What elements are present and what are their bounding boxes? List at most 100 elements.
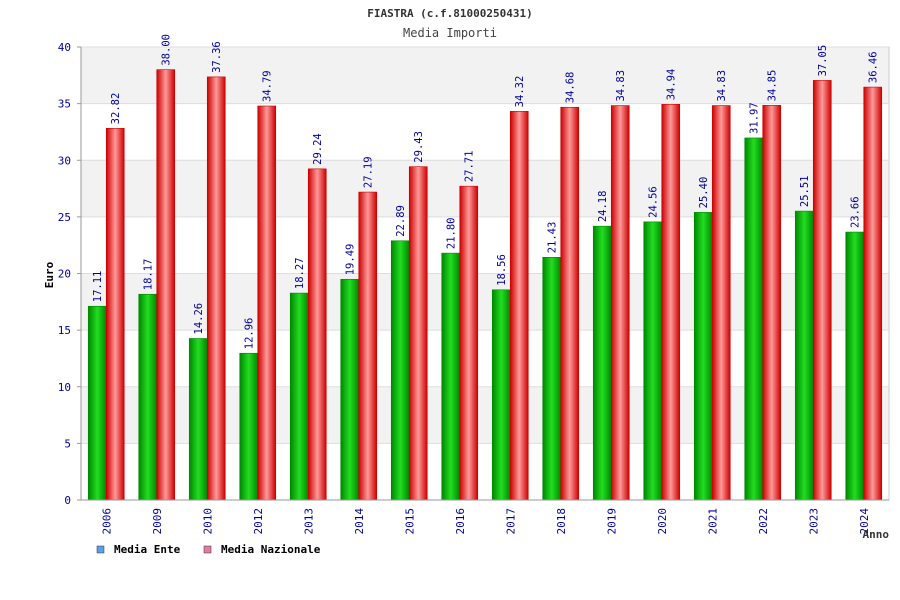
y-tick-label: 5 — [64, 437, 71, 450]
x-axis-label: Anno — [863, 528, 890, 541]
x-tick-label-2009: 2009 — [151, 508, 164, 535]
data-label-media-nazionale-2012: 34.79 — [262, 70, 274, 102]
bar-media-nazionale-2021 — [711, 105, 731, 501]
data-label-media-ente-2017: 18.56 — [496, 254, 508, 286]
bar-media-ente-2012 — [239, 352, 259, 501]
data-label-media-nazionale-2006: 32.82 — [110, 93, 122, 125]
bar-media-ente-2022 — [744, 137, 764, 501]
data-label-media-ente-2010: 14.26 — [193, 303, 205, 335]
bar-media-nazionale-2010 — [206, 76, 226, 501]
bar-media-ente-2010 — [188, 338, 208, 501]
bar-media-ente-2016 — [441, 252, 461, 501]
x-tick-label-2006: 2006 — [100, 508, 113, 535]
chart-title: FIASTRA (c.f.81000250431) — [367, 7, 533, 20]
data-label-media-nazionale-2014: 27.19 — [363, 156, 375, 188]
data-label-media-ente-2019: 24.18 — [597, 191, 609, 223]
x-tick-label-2019: 2019 — [605, 508, 618, 535]
bars-group: 17.11 32.82 18.17 38.00 14.26 37.36 12.96 34.79… — [87, 34, 883, 501]
data-label-media-ente-2022: 31.97 — [749, 102, 761, 134]
data-label-media-nazionale-2024: 36.46 — [868, 51, 880, 83]
x-tick-label-2020: 2020 — [656, 508, 669, 535]
bar-media-ente-2017 — [491, 289, 511, 501]
bar-media-nazionale-2013 — [307, 168, 327, 501]
y-tick-label: 30 — [58, 154, 71, 167]
data-label-media-nazionale-2009: 38.00 — [161, 34, 173, 66]
data-label-media-ente-2012: 12.96 — [244, 318, 256, 350]
data-label-media-ente-2009: 18.17 — [143, 259, 155, 291]
legend-label-media-ente: Media Ente — [114, 543, 181, 556]
data-label-media-nazionale-2013: 29.24 — [312, 133, 324, 165]
bar-media-nazionale-2017 — [509, 111, 529, 501]
y-tick-label: 25 — [58, 211, 71, 224]
data-label-media-nazionale-2022: 34.85 — [767, 70, 779, 102]
x-axis: 2006 2009 2010 2012 2013 2014 2015 2016 2017 2018… — [81, 499, 889, 535]
x-tick-label-2014: 2014 — [353, 508, 366, 535]
y-axis: 0 5 10 15 20 25 30 35 40 — [58, 41, 82, 507]
bar-media-ente-2015 — [390, 240, 410, 501]
data-label-media-ente-2015: 22.89 — [395, 205, 407, 237]
bar-media-nazionale-2016 — [459, 185, 479, 501]
bar-media-ente-2019 — [592, 225, 612, 501]
data-label-media-nazionale-2023: 37.05 — [817, 45, 829, 77]
bar-media-ente-2021 — [693, 212, 713, 501]
data-label-media-nazionale-2016: 27.71 — [464, 151, 476, 183]
y-tick-label: 10 — [58, 381, 71, 394]
x-tick-label-2023: 2023 — [807, 508, 820, 535]
bar-media-ente-2018 — [542, 257, 562, 501]
bar-media-ente-2020 — [643, 221, 663, 501]
data-label-media-ente-2018: 21.43 — [547, 222, 559, 254]
bar-media-nazionale-2014 — [358, 191, 378, 501]
x-tick-label-2015: 2015 — [403, 508, 416, 535]
bar-media-nazionale-2019 — [610, 105, 630, 501]
data-label-media-nazionale-2015: 29.43 — [413, 131, 425, 163]
chart-subtitle: Media Importi — [403, 26, 497, 40]
bar-media-nazionale-2012 — [257, 105, 277, 501]
y-tick-label: 0 — [64, 494, 71, 507]
data-label-media-ente-2014: 19.49 — [345, 244, 357, 276]
x-tick-label-2016: 2016 — [454, 508, 467, 535]
y-tick-label: 40 — [58, 41, 71, 54]
x-tick-label-2018: 2018 — [555, 508, 568, 535]
legend-swatch-media-ente — [96, 545, 105, 554]
data-label-media-nazionale-2019: 34.83 — [615, 70, 627, 102]
bar-media-nazionale-2020 — [661, 104, 681, 501]
x-tick-label-2010: 2010 — [201, 508, 214, 535]
data-label-media-nazionale-2018: 34.68 — [565, 72, 577, 104]
data-label-media-nazionale-2017: 34.32 — [514, 76, 526, 108]
data-label-media-ente-2016: 21.80 — [446, 218, 458, 250]
bar-media-nazionale-2006 — [105, 128, 125, 501]
bar-media-nazionale-2018 — [560, 106, 580, 501]
y-axis-label: Euro — [43, 261, 56, 288]
bar-media-nazionale-2015 — [408, 166, 428, 501]
data-label-media-ente-2006: 17.11 — [92, 271, 104, 303]
x-tick-label-2013: 2013 — [302, 508, 315, 535]
bar-media-ente-2006 — [87, 305, 107, 501]
data-label-media-nazionale-2021: 34.83 — [716, 70, 728, 102]
data-label-media-nazionale-2010: 37.36 — [211, 41, 223, 73]
bar-media-nazionale-2009 — [156, 69, 176, 501]
x-tick-label-2012: 2012 — [252, 508, 265, 535]
data-label-media-nazionale-2020: 34.94 — [666, 69, 678, 101]
data-label-media-ente-2020: 24.56 — [648, 186, 660, 218]
data-label-media-ente-2013: 18.27 — [294, 257, 306, 289]
data-label-media-ente-2024: 23.66 — [850, 196, 862, 228]
legend: Media Ente Media Nazionale — [96, 543, 321, 556]
bar-media-ente-2024 — [845, 231, 865, 501]
bar-media-ente-2009 — [138, 293, 158, 501]
data-label-media-ente-2023: 25.51 — [799, 175, 811, 207]
x-tick-label-2024: 2024 — [858, 508, 871, 535]
bar-media-ente-2023 — [794, 210, 814, 501]
data-label-media-ente-2021: 25.40 — [698, 177, 710, 209]
y-tick-label: 35 — [58, 98, 71, 111]
bar-media-ente-2013 — [289, 292, 309, 501]
x-tick-label-2021: 2021 — [706, 508, 719, 535]
bar-media-ente-2014 — [340, 278, 360, 501]
x-tick-label-2022: 2022 — [757, 508, 770, 535]
x-tick-label-2017: 2017 — [504, 508, 517, 535]
bar-media-nazionale-2023 — [812, 80, 832, 501]
y-tick-label: 15 — [58, 324, 71, 337]
legend-swatch-media-nazionale — [203, 545, 212, 554]
bar-media-nazionale-2022 — [762, 105, 782, 501]
y-tick-label: 20 — [58, 268, 71, 281]
